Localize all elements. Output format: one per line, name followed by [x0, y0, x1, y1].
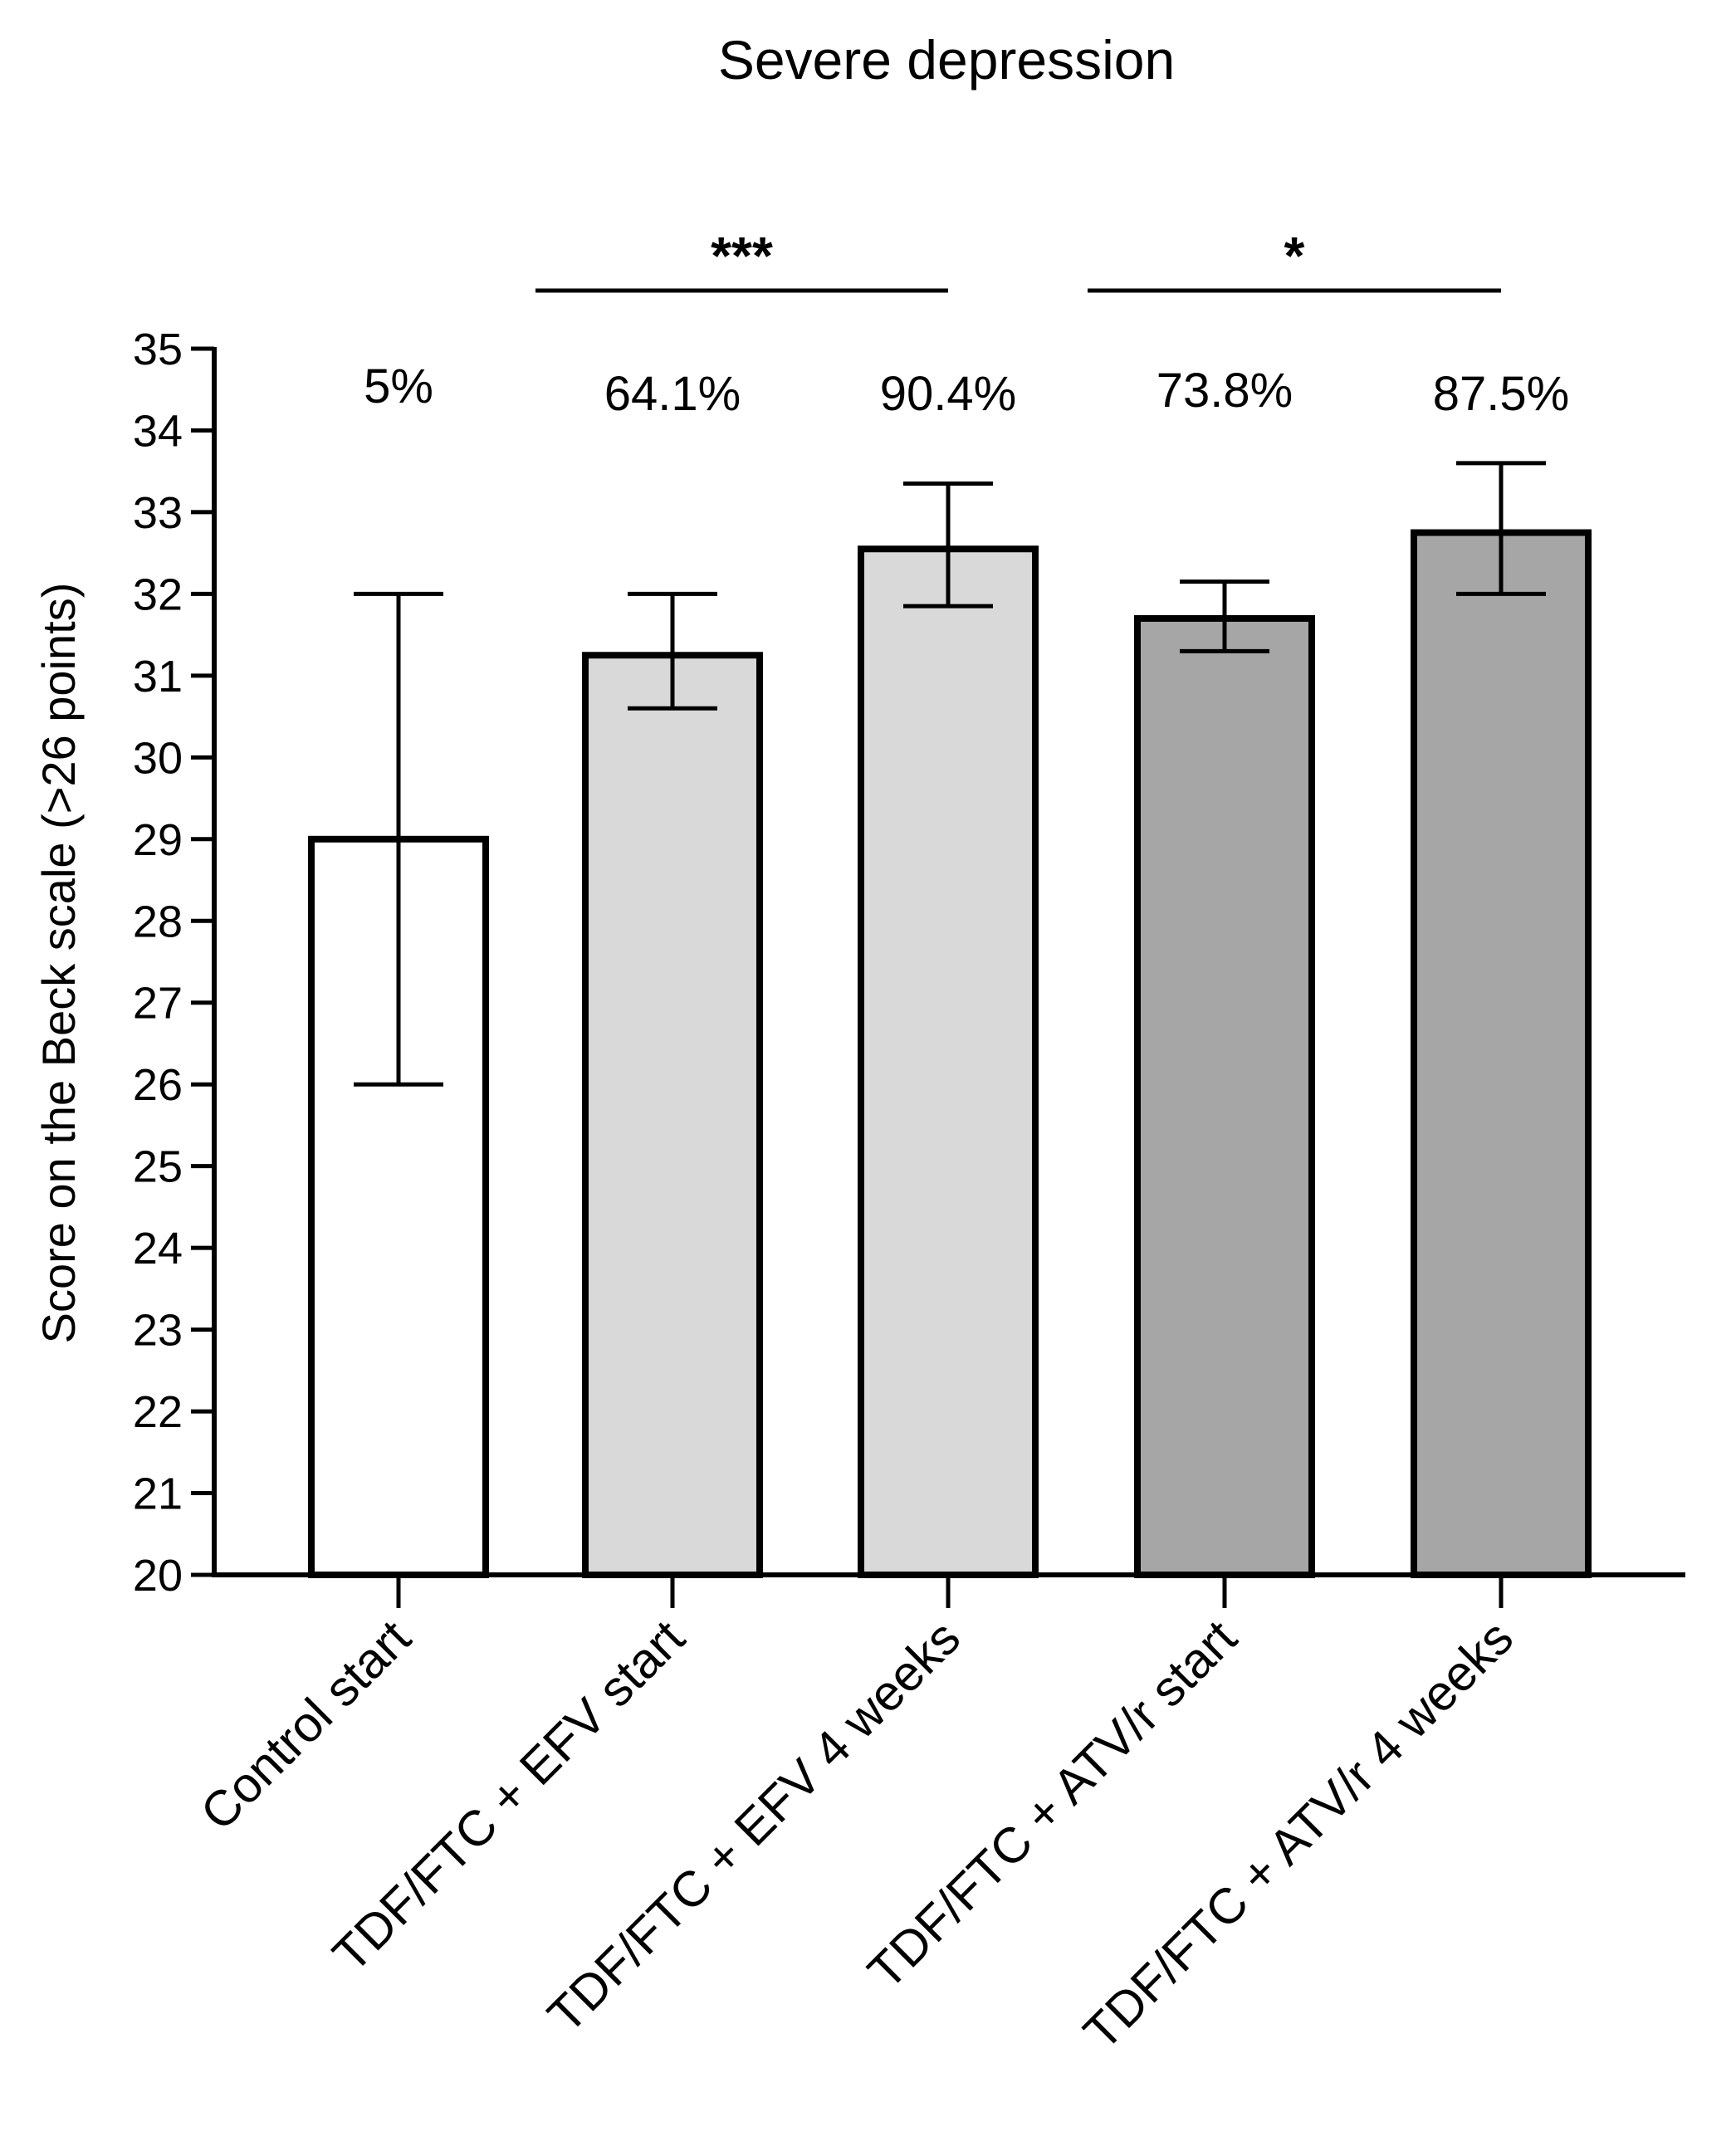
y-tick-label-29: 29	[133, 815, 183, 865]
chart-title: Severe depression	[718, 29, 1175, 90]
percent-label-5: 87.5%	[1433, 367, 1569, 421]
percent-label-2: 64.1%	[604, 367, 741, 421]
percent-label-1: 5%	[364, 359, 433, 413]
y-tick-label-31: 31	[133, 652, 183, 702]
y-tick-label-24: 24	[133, 1224, 183, 1274]
plot-area: 20 21 22 23 24 25 26 27 28 29 30 31 32 33 34 35 Control …	[133, 226, 1685, 2061]
y-tick-label-32: 32	[133, 570, 183, 619]
y-tick-label-30: 30	[133, 733, 183, 783]
y-tick-label-22: 22	[133, 1387, 183, 1437]
y-tick-label-27: 27	[133, 979, 183, 1029]
bar-5	[1411, 529, 1592, 1578]
percent-label-3: 90.4%	[880, 367, 1016, 421]
y-tick-label-28: 28	[133, 897, 183, 946]
y-tick-label-35: 35	[133, 325, 183, 374]
bar-3	[858, 545, 1039, 1579]
y-tick-label-25: 25	[133, 1142, 183, 1192]
significance-label-1: ***	[711, 226, 773, 286]
y-tick-label-23: 23	[133, 1306, 183, 1356]
y-tick-label-20: 20	[133, 1551, 183, 1601]
y-tick-label-33: 33	[133, 488, 183, 538]
y-tick-label-26: 26	[133, 1060, 183, 1110]
x-tick-label-1: Control start	[190, 1610, 422, 1841]
bar-2	[582, 652, 763, 1578]
bar-4	[1134, 614, 1315, 1579]
y-tick-label-21: 21	[133, 1469, 183, 1519]
y-tick-label-34: 34	[133, 406, 183, 456]
significance-label-2: *	[1284, 226, 1305, 286]
y-axis-label: Score on the Beck scale (>26 points)	[32, 583, 85, 1344]
percent-label-4: 73.8%	[1157, 364, 1293, 418]
